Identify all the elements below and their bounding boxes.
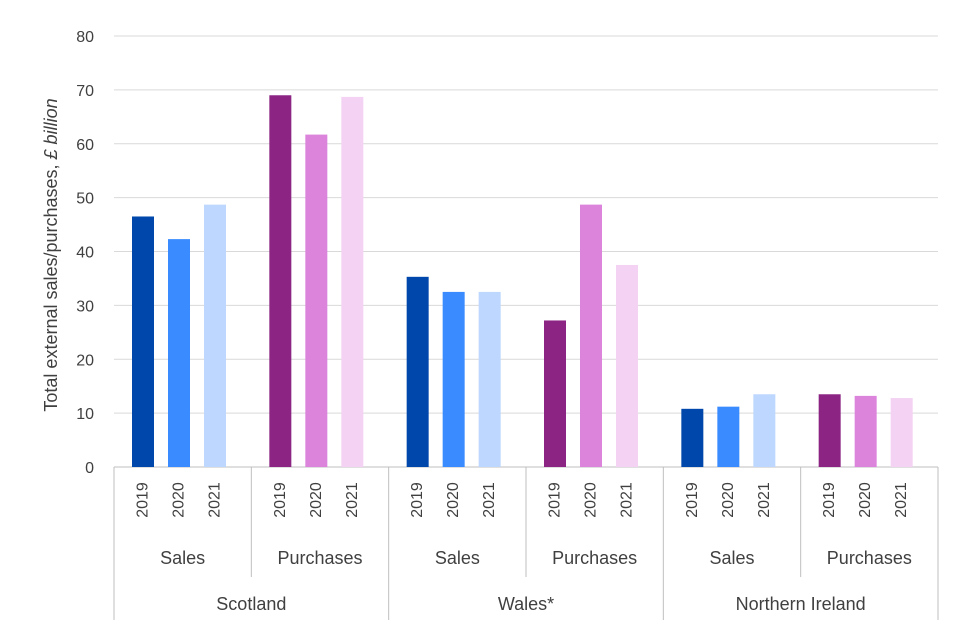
- bar: [478, 291, 501, 467]
- gridlines: [114, 35, 938, 468]
- bar: [717, 406, 740, 467]
- x-tick-label-year: 2021: [481, 482, 498, 518]
- x-tick-label-year: 2021: [619, 482, 636, 518]
- x-tick-label-year: 2021: [344, 482, 361, 518]
- x-subgroup-label: Sales: [435, 548, 480, 568]
- x-tick-label-year: 2019: [409, 482, 426, 518]
- bar: [132, 216, 154, 467]
- y-axis-label-text: Total external sales/purchases,: [41, 164, 61, 411]
- y-tick-label: 60: [76, 137, 94, 154]
- bar: [544, 320, 566, 467]
- x-subgroup-label: Sales: [709, 548, 754, 568]
- x-tick-label-year: 2019: [135, 482, 152, 518]
- x-group-label: Scotland: [216, 594, 286, 614]
- bar: [341, 96, 364, 467]
- x-subgroup-label: Purchases: [827, 548, 912, 568]
- y-tick-label: 80: [76, 29, 94, 46]
- bar: [854, 395, 877, 467]
- x-tick-label-year: 2020: [445, 482, 462, 518]
- y-axis-ticks: 0 10 20 30 40 50 60 70 80: [76, 29, 94, 477]
- bar: [681, 408, 704, 467]
- x-tick-label-year: 2019: [821, 482, 838, 518]
- x-tick-label-year: 2020: [583, 482, 600, 518]
- bar: [204, 204, 226, 467]
- y-tick-label: 70: [76, 83, 94, 100]
- x-tick-label-year: 2020: [857, 482, 874, 518]
- y-tick-label: 40: [76, 245, 94, 262]
- y-tick-label: 20: [76, 352, 94, 369]
- x-group-label: Northern Ireland: [736, 594, 866, 614]
- x-subgroup-label: Purchases: [552, 548, 637, 568]
- bar: [168, 239, 190, 467]
- x-tick-label-year: 2020: [308, 482, 325, 518]
- bar: [818, 394, 841, 467]
- bar: [442, 291, 465, 467]
- bar: [406, 276, 429, 467]
- bar: [305, 134, 328, 467]
- x-tick-label-year: 2019: [547, 482, 564, 518]
- y-axis-label: Total external sales/purchases, £ billio…: [41, 98, 61, 411]
- y-tick-label: 30: [76, 298, 94, 315]
- y-tick-label: 10: [76, 406, 94, 423]
- bars: [132, 95, 913, 467]
- y-axis-label-unit: £ billion: [41, 98, 61, 160]
- bar: [269, 95, 292, 467]
- x-tick-label-year: 2019: [684, 482, 701, 518]
- x-tick-label-year: 2021: [756, 482, 773, 518]
- x-subgroup-label: Sales: [160, 548, 205, 568]
- y-tick-label: 50: [76, 191, 94, 208]
- x-tick-label-year: 2020: [720, 482, 737, 518]
- x-tick-label-year: 2019: [272, 482, 289, 518]
- bar: [890, 398, 913, 467]
- x-subgroup-label: Purchases: [277, 548, 362, 568]
- x-group-label: Wales*: [498, 594, 554, 614]
- x-tick-label-year: 2020: [171, 482, 188, 518]
- bar: [580, 204, 602, 467]
- x-tick-label-year: 2021: [207, 482, 224, 518]
- y-tick-label: 0: [85, 460, 94, 477]
- x-tick-label-year: 2021: [893, 482, 910, 518]
- bar: [616, 264, 638, 467]
- x-axis: 2019 2020 2021 Sales 2019 2020 2021 Purchases Sc…: [113, 467, 939, 620]
- bar: [753, 394, 776, 467]
